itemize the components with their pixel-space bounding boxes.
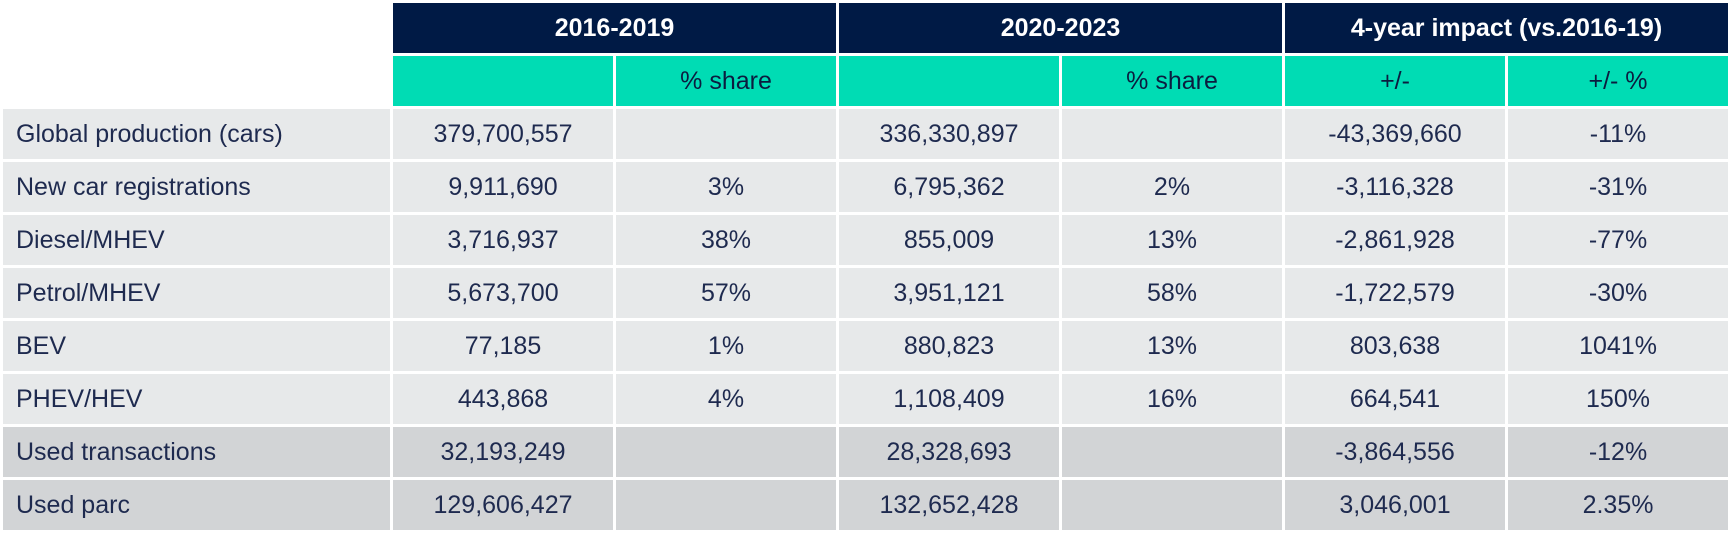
table-cell: 77,185 [390,318,616,374]
table-cell: 443,868 [390,371,616,427]
table-cell: 1041% [1504,318,1728,374]
table-cell [1059,106,1285,162]
table-cell: 132,652,428 [836,477,1062,533]
header-corner [0,0,393,56]
table-cell: 28,328,693 [836,424,1062,480]
sub-header-impact-pct: +/- % [1504,53,1728,109]
table-cell [1059,477,1285,533]
table-cell: 855,009 [836,212,1062,268]
table-cell: 1% [613,318,839,374]
sub-header-2020-2023-value [836,53,1062,109]
sub-header-2020-2023-share: % share [1059,53,1285,109]
table-cell: 2.35% [1504,477,1728,533]
table-cell: 4% [613,371,839,427]
table-row: Used parc 129,606,427 132,652,428 3,046,… [0,477,1728,533]
row-label: BEV [0,318,393,374]
group-header-row: 2016-2019 2020-2023 4-year impact (vs.20… [0,0,1728,56]
table-cell [613,477,839,533]
group-header-4-year-impact: 4-year impact (vs.2016-19) [1281,0,1728,56]
row-label: Diesel/MHEV [0,212,393,268]
table-row: Global production (cars) 379,700,557 336… [0,106,1728,162]
table-row: BEV 77,185 1% 880,823 13% 803,638 1041% [0,318,1728,374]
table-cell: 58% [1059,265,1285,321]
table-cell: 1,108,409 [836,371,1062,427]
table-cell: -43,369,660 [1282,106,1508,162]
group-header-2016-2019: 2016-2019 [390,0,839,56]
sub-header-2016-2019-value [390,53,616,109]
sub-header-impact-diff: +/- [1282,53,1508,109]
table-cell: 16% [1059,371,1285,427]
table-cell: -77% [1504,212,1728,268]
table-cell: 3,046,001 [1282,477,1508,533]
table-cell: 9,911,690 [390,159,616,215]
row-label: New car registrations [0,159,393,215]
table-cell: 13% [1059,212,1285,268]
table-cell: -3,864,556 [1282,424,1508,480]
table-cell: 664,541 [1282,371,1508,427]
table-cell: 13% [1059,318,1285,374]
row-label: Petrol/MHEV [0,265,393,321]
table-cell: 150% [1504,371,1728,427]
sub-header-row: % share % share +/- +/- % [0,53,1728,109]
table-cell: 3% [613,159,839,215]
table-cell: 129,606,427 [390,477,616,533]
sub-header-corner [0,53,393,109]
table-cell: 803,638 [1282,318,1508,374]
table-cell: 336,330,897 [836,106,1062,162]
table-cell: 3,951,121 [836,265,1062,321]
table-cell [613,424,839,480]
table-cell: 32,193,249 [390,424,616,480]
table-cell: 6,795,362 [836,159,1062,215]
table-cell: -11% [1504,106,1728,162]
table-row: New car registrations 9,911,690 3% 6,795… [0,159,1728,215]
table-row: Used transactions 32,193,249 28,328,693 … [0,424,1728,480]
row-label: Used transactions [0,424,393,480]
table-cell: 3,716,937 [390,212,616,268]
table-row: PHEV/HEV 443,868 4% 1,108,409 16% 664,54… [0,371,1728,427]
row-label: Global production (cars) [0,106,393,162]
table-cell: 880,823 [836,318,1062,374]
table-cell: -2,861,928 [1282,212,1508,268]
table-cell: 5,673,700 [390,265,616,321]
table-row: Diesel/MHEV 3,716,937 38% 855,009 13% -2… [0,212,1728,268]
table-cell [1059,424,1285,480]
table-cell: -30% [1504,265,1728,321]
table-cell [613,106,839,162]
table-cell: -31% [1504,159,1728,215]
table-cell: 379,700,557 [390,106,616,162]
table-cell: 57% [613,265,839,321]
table-cell: -1,722,579 [1282,265,1508,321]
group-header-2020-2023: 2020-2023 [836,0,1285,56]
row-label: Used parc [0,477,393,533]
table-cell: 2% [1059,159,1285,215]
table-cell: -3,116,328 [1282,159,1508,215]
table-cell: -12% [1504,424,1728,480]
table-row: Petrol/MHEV 5,673,700 57% 3,951,121 58% … [0,265,1728,321]
table-cell: 38% [613,212,839,268]
row-label: PHEV/HEV [0,371,393,427]
sub-header-2016-2019-share: % share [613,53,839,109]
